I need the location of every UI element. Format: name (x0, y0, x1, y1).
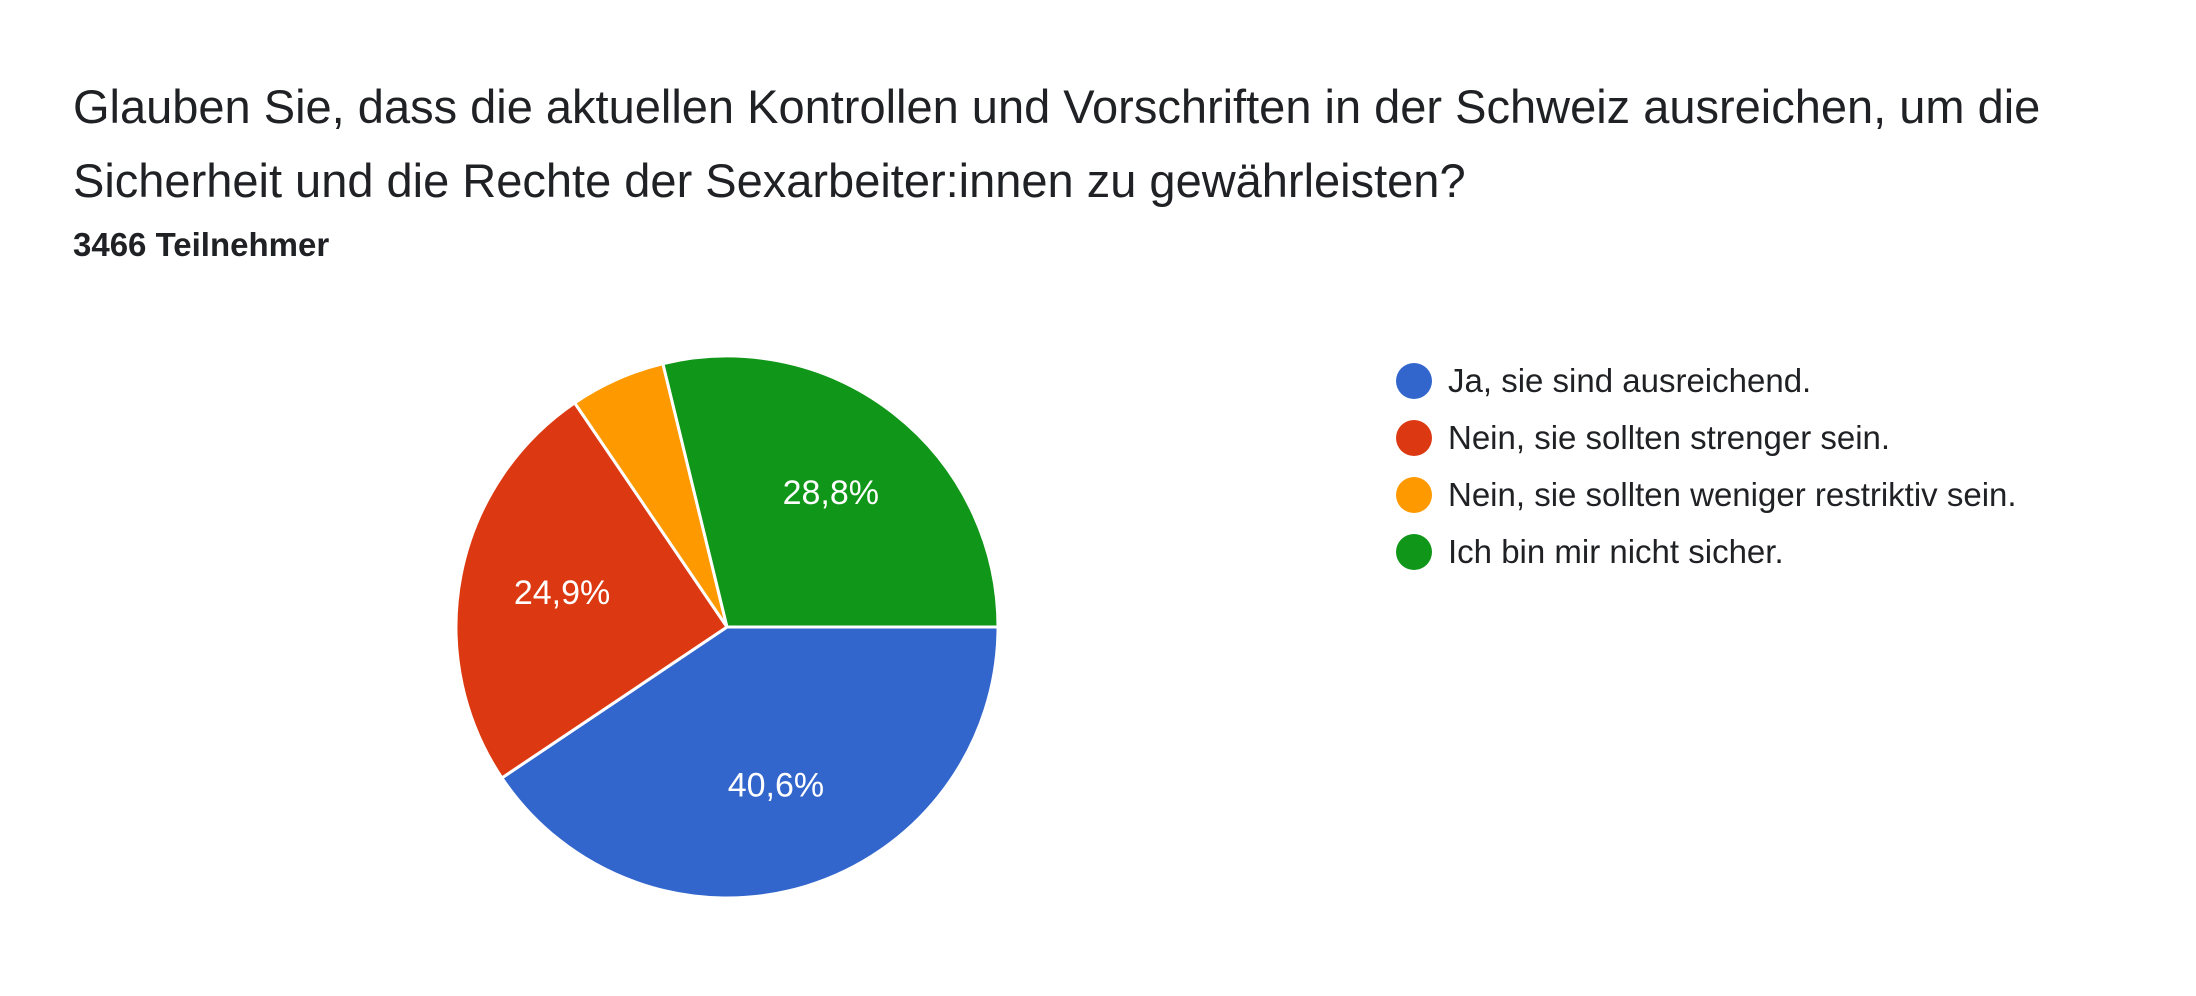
participant-count: 3466 Teilnehmer (73, 226, 330, 263)
legend-item-2[interactable]: Nein, sie sollten strenger sein. (1396, 409, 2017, 466)
pie-slice-4[interactable] (661, 354, 1000, 629)
question-title: Glauben Sie, dass die aktuellen Kontroll… (73, 80, 2041, 207)
legend-color-dot (1396, 476, 1432, 513)
pie-slices (454, 354, 1000, 900)
legend-label: Nein, sie sollten strenger sein. (1448, 418, 1891, 456)
legend-color-dot (1396, 362, 1432, 399)
pie-chart: 40,6% 24,9% 28,8% (454, 354, 1000, 900)
legend-label: Ich bin mir nicht sicher. (1448, 532, 1784, 570)
pie-slice-label-1: 40,6% (728, 767, 824, 805)
pie-slice-1[interactable] (499, 625, 1000, 900)
legend-item-3[interactable]: Nein, sie sollten weniger restriktiv sei… (1396, 466, 2017, 523)
chart-legend: Ja, sie sind ausreichend. Nein, sie sollt… (1396, 352, 2017, 580)
pie-slice-labels: 40,6% 24,9% 28,8% (514, 474, 879, 805)
legend-item-4[interactable]: Ich bin mir nicht sicher. (1396, 523, 2017, 580)
legend-item-1[interactable]: Ja, sie sind ausreichend. (1396, 352, 2017, 409)
pie-slice-label-2: 24,9% (514, 574, 610, 612)
legend-color-dot (1396, 533, 1432, 570)
legend-color-dot (1396, 419, 1432, 456)
legend-label: Ja, sie sind ausreichend. (1448, 361, 1812, 399)
pie-slice-2[interactable] (454, 400, 730, 780)
legend-label: Nein, sie sollten weniger restriktiv sei… (1448, 475, 2017, 513)
pie-slice-label-4: 28,8% (783, 474, 879, 512)
